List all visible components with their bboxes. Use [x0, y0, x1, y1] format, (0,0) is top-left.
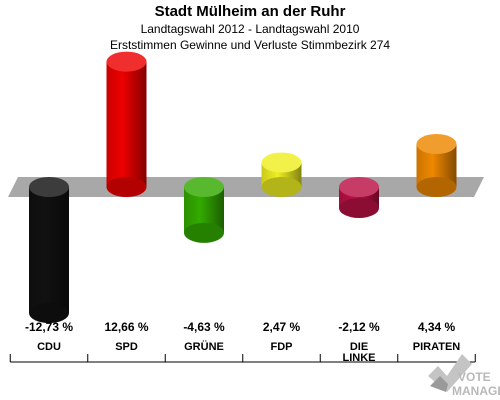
- category-label-die-linke-2: LINKE: [343, 352, 376, 364]
- vote-manager-logo: VOTE MANAGER: [428, 354, 500, 398]
- category-label-piraten: PIRATEN: [413, 341, 461, 353]
- category-label-fdp: FDP: [271, 341, 293, 353]
- chart-description: Erststimmen Gewinne und Verluste Stimmbe…: [109, 38, 391, 52]
- bar-cdu: [29, 177, 69, 324]
- zero-baseline-band: [8, 177, 484, 197]
- value-labels-group: -12,73 % 12,66 % -4,63 % 2,47 % -2,12 % 4,34 …: [25, 320, 456, 334]
- value-label-die-linke: -2,12 %: [338, 320, 380, 334]
- bar-die-linke: [339, 177, 379, 218]
- category-axis: [9, 354, 476, 363]
- value-label-piraten: 4,34 %: [418, 320, 456, 334]
- category-label-die-linke-1: DIE: [350, 341, 368, 353]
- value-label-spd: 12,66 %: [104, 320, 148, 334]
- bar-grüne: [184, 177, 224, 243]
- watermark-line2: MANAGER: [452, 384, 500, 398]
- bars-group: [29, 51, 457, 324]
- value-label-cdu: -12,73 %: [25, 320, 73, 334]
- checkmark-icon: [428, 354, 472, 392]
- bar-piraten: [416, 134, 457, 197]
- value-label-fdp: 2,47 %: [263, 320, 301, 334]
- category-label-grüne: GRÜNE: [184, 340, 224, 353]
- bar-fdp: [261, 152, 302, 197]
- chart-subtitle: Landtagswahl 2012 - Landtagswahl 2010: [140, 22, 360, 36]
- watermark-line1: VOTE: [458, 370, 491, 384]
- bar-spd: [106, 51, 147, 197]
- chart-title: Stadt Mülheim an der Ruhr: [154, 3, 346, 20]
- category-label-spd: SPD: [115, 341, 138, 353]
- zero-baseline: [8, 177, 484, 197]
- category-label-cdu: CDU: [37, 341, 61, 353]
- value-label-grüne: -4,63 %: [183, 320, 225, 334]
